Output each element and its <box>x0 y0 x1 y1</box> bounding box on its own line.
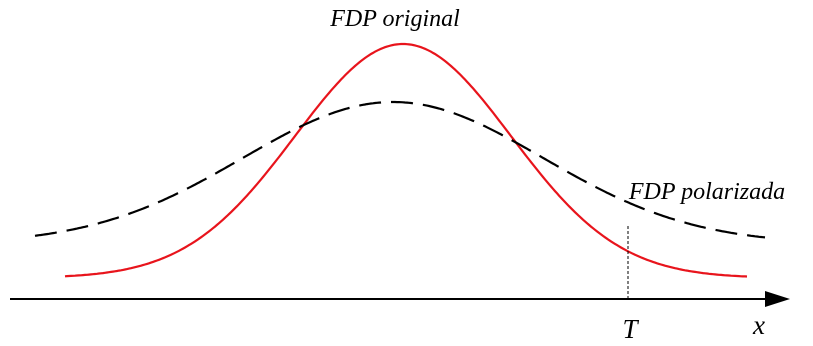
original-pdf-label: FDP original <box>329 6 460 32</box>
x-axis-arrowhead <box>765 291 790 307</box>
threshold-label: T <box>622 314 639 344</box>
biased-pdf-curve <box>34 100 766 239</box>
biased-pdf-label: FDP polarizada <box>628 179 785 205</box>
x-axis-label: x <box>752 310 765 340</box>
original-pdf-curve <box>64 42 748 278</box>
